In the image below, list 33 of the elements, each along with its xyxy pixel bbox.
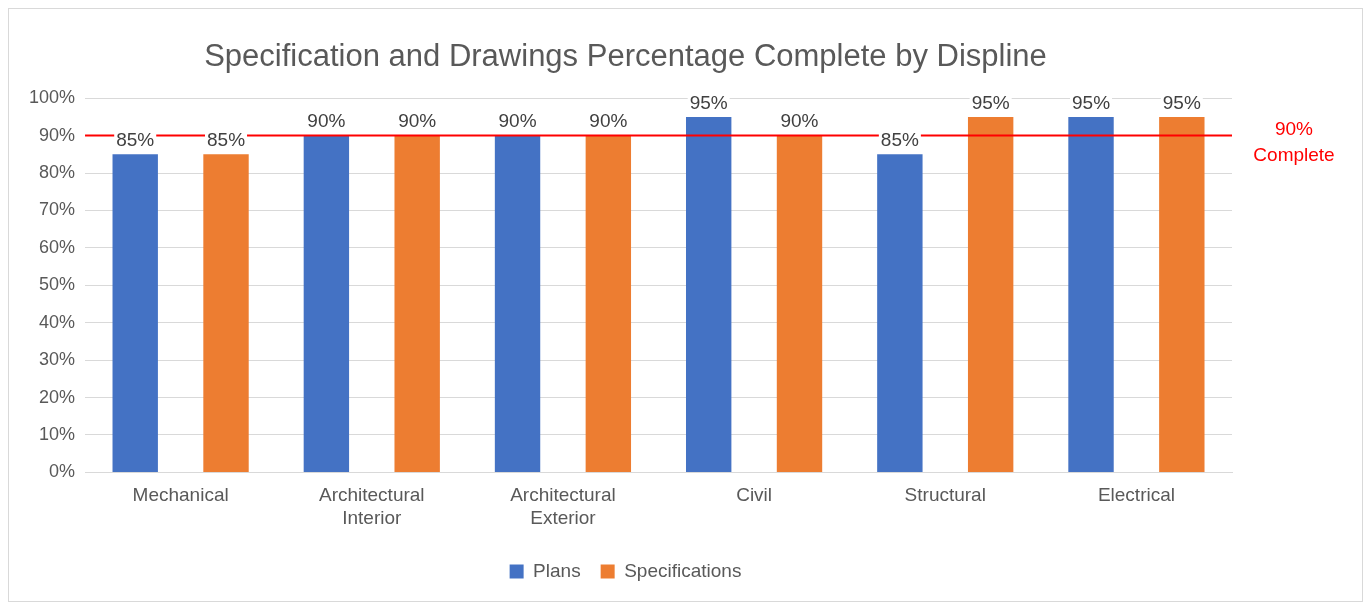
ref-line-label: 90% Complete [1253,117,1335,165]
y-tick-label: 70% [39,199,76,220]
data-label: 85% [116,129,155,151]
y-tick-label: 50% [39,274,76,295]
x-tick-label: Structural [904,484,986,506]
data-label: 90% [498,110,537,132]
data-label: 90% [780,110,819,132]
data-label: 90% [398,110,437,132]
data-label: 95% [971,91,1010,113]
data-label: 90% [589,110,628,132]
data-label: 85% [207,129,246,151]
data-label: 95% [1072,91,1111,113]
y-tick-label: 10% [39,423,76,444]
legend-label: Plans [533,559,581,581]
data-label: 95% [689,91,728,113]
y-tick-label: 100% [28,87,76,108]
data-label: 85% [880,129,919,151]
x-tick-label: Architectural Interior [318,484,425,528]
y-tick-label: 60% [39,236,76,257]
legend-label: Specifications [624,559,742,581]
x-tick-label: Electrical [1097,484,1175,506]
y-tick-label: 0% [49,461,76,482]
y-tick-label: 40% [39,311,76,332]
data-label: 90% [307,110,346,132]
chart-title: Specification and Drawings Percentage Complete by Displine [204,38,1047,74]
y-tick-label: 30% [39,349,76,370]
x-tick-label: Civil [736,484,773,506]
y-tick-label: 20% [39,386,76,407]
y-tick-label: 90% [39,124,76,145]
data-label: 95% [1162,91,1201,113]
x-tick-label: Mechanical [132,484,229,506]
x-tick-label: Architectural Exterior [510,484,616,528]
y-tick-label: 80% [39,162,76,183]
